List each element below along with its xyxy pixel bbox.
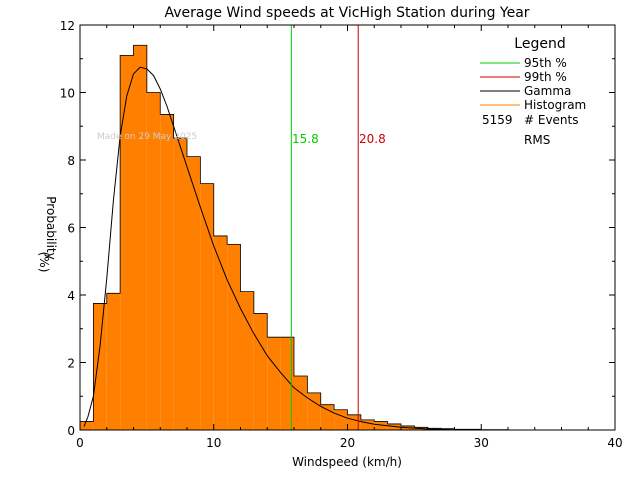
legend-events-label: # Events (524, 113, 579, 127)
histogram-bar (200, 183, 214, 430)
x-tick-label: 30 (474, 436, 489, 450)
histogram-bar (187, 156, 201, 430)
legend-label-95th: 95th % (524, 56, 567, 70)
histogram-bar (253, 313, 268, 430)
x-tick-label: 0 (76, 436, 84, 450)
histogram-bars (79, 44, 522, 431)
histogram-bar (374, 421, 388, 430)
y-tick-label: 4 (67, 289, 75, 303)
percentile-99-value: 20.8 (359, 132, 386, 146)
y-tick-label: 0 (67, 424, 75, 438)
gamma-fit-curve (83, 66, 508, 431)
x-tick-label: 40 (607, 436, 622, 450)
legend-rms-label: RMS (524, 133, 550, 147)
legend-title: Legend (514, 36, 565, 52)
histogram-bar (360, 419, 375, 430)
y-tick-label: 8 (67, 154, 75, 168)
legend: Legend 95th % 99th % Gamma Histogram 515… (480, 36, 586, 147)
x-tick-label: 20 (340, 436, 355, 450)
histogram-bar (120, 55, 134, 430)
histogram-bar (307, 392, 321, 430)
histogram-bar (106, 293, 121, 430)
histogram-bar (146, 92, 161, 430)
legend-label-gamma: Gamma (524, 84, 571, 98)
watermark-text: Made on 29 May 2025 (97, 132, 197, 142)
histogram-bar (320, 404, 335, 430)
histogram-bar (347, 414, 361, 430)
histogram-bar (133, 45, 147, 430)
histogram-bar (173, 138, 187, 430)
y-tick-label: 2 (67, 357, 75, 371)
histogram-bar (240, 291, 254, 430)
histogram-bar (334, 409, 348, 430)
histogram-bar (213, 235, 228, 430)
legend-events-count: 5159 (482, 113, 513, 127)
legend-label-histogram: Histogram (524, 98, 586, 112)
x-tick-label: 10 (206, 436, 221, 450)
axis-ticks: 0 10 20 30 40 0 2 4 6 8 10 12 (60, 19, 623, 450)
histogram-bar (294, 376, 308, 430)
histogram-bar (267, 337, 281, 430)
histogram-bar (227, 244, 241, 430)
percentile-95-value: 15.8 (292, 132, 319, 146)
histogram-bar (93, 303, 107, 430)
y-tick-label: 6 (67, 222, 75, 236)
y-axis-label: Probability (44, 196, 58, 259)
histogram-bar (80, 421, 94, 430)
chart-title: Average Wind speeds at VicHigh Station d… (164, 5, 529, 21)
x-axis-label: Windspeed (km/h) (292, 455, 402, 469)
y-tick-label: 12 (60, 19, 75, 33)
y-tick-label: 10 (60, 87, 75, 101)
histogram-bar (160, 114, 174, 430)
histogram-bar (280, 337, 294, 430)
y-axis-unit-label: (%) (37, 252, 51, 273)
legend-label-99th: 99th % (524, 70, 567, 84)
